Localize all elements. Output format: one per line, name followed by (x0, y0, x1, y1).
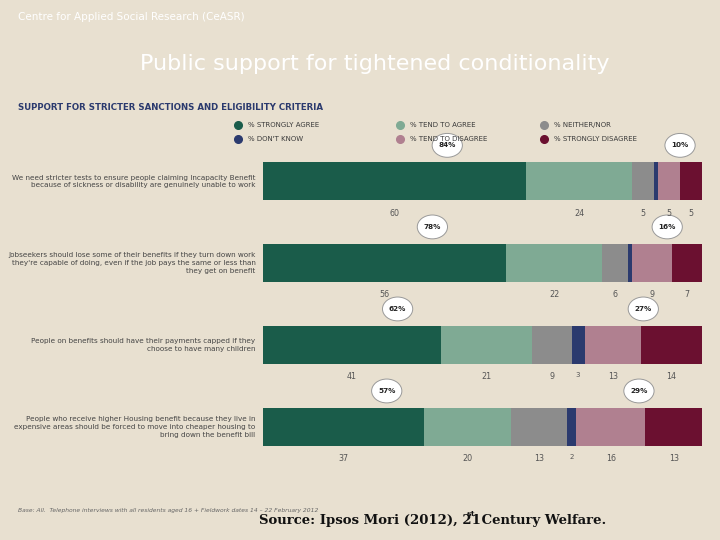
Text: 78%: 78% (423, 224, 441, 230)
Bar (441, 326, 532, 364)
Ellipse shape (372, 379, 402, 403)
Bar (658, 163, 680, 200)
Text: % TEND TO AGREE: % TEND TO AGREE (410, 123, 476, 129)
Text: We need stricter tests to ensure people claiming Incapacity Benefit
because of s: We need stricter tests to ensure people … (12, 174, 256, 188)
Text: 37: 37 (338, 454, 348, 463)
Text: 24: 24 (574, 208, 584, 218)
Text: 14: 14 (667, 372, 677, 381)
Text: 6: 6 (613, 290, 618, 299)
Text: 16%: 16% (659, 224, 676, 230)
Bar (602, 244, 628, 282)
Text: 22: 22 (549, 290, 559, 299)
Text: 27%: 27% (634, 306, 652, 312)
Bar (641, 326, 702, 364)
Bar (510, 408, 567, 446)
Text: % NEITHER/NOR: % NEITHER/NOR (554, 123, 611, 129)
Text: 56: 56 (379, 290, 390, 299)
Bar (506, 244, 602, 282)
Text: 84%: 84% (438, 143, 456, 148)
Bar (680, 163, 702, 200)
Text: 9: 9 (549, 372, 554, 381)
Text: 21: 21 (482, 372, 492, 381)
Text: Jobseekers should lose some of their benefits if they turn down work
they're cap: Jobseekers should lose some of their ben… (8, 252, 256, 274)
Ellipse shape (382, 297, 413, 321)
Ellipse shape (665, 133, 696, 157)
Bar (632, 244, 672, 282)
Text: 7: 7 (684, 290, 689, 299)
Ellipse shape (418, 215, 448, 239)
Bar (526, 163, 631, 200)
Text: 13: 13 (534, 454, 544, 463)
Bar (263, 408, 423, 446)
Text: 20: 20 (462, 454, 472, 463)
Text: 5: 5 (640, 208, 645, 218)
Text: Base: All.  Telephone interviews with all residents aged 16 + Fieldwork dates 14: Base: All. Telephone interviews with all… (18, 508, 318, 512)
Text: 41: 41 (347, 372, 357, 381)
Ellipse shape (624, 379, 654, 403)
Bar (263, 326, 441, 364)
Bar (263, 163, 526, 200)
Text: 10%: 10% (672, 143, 688, 148)
Text: 5: 5 (688, 208, 693, 218)
Bar (585, 326, 641, 364)
Text: % STRONGLY AGREE: % STRONGLY AGREE (248, 123, 320, 129)
Bar (572, 326, 585, 364)
Text: st: st (467, 510, 475, 518)
Text: 29%: 29% (630, 388, 647, 394)
Text: Centre for Applied Social Research (CeASR): Centre for Applied Social Research (CeAS… (18, 11, 245, 22)
Bar (263, 244, 506, 282)
Text: Source: Ipsos Mori (2012), 21: Source: Ipsos Mori (2012), 21 (259, 514, 481, 526)
Text: Century Welfare.: Century Welfare. (477, 514, 607, 526)
Text: People who receive higher Housing benefit because they live in
expensive areas s: People who receive higher Housing benefi… (14, 416, 256, 438)
Text: % DON'T KNOW: % DON'T KNOW (248, 136, 304, 142)
Text: % STRONGLY DISAGREE: % STRONGLY DISAGREE (554, 136, 637, 142)
Text: 9: 9 (649, 290, 654, 299)
Bar (672, 244, 702, 282)
Ellipse shape (652, 215, 683, 239)
Text: 3: 3 (576, 372, 580, 378)
Text: 13: 13 (608, 372, 618, 381)
Text: 60: 60 (390, 208, 400, 218)
Bar (532, 326, 572, 364)
Bar (628, 244, 632, 282)
Bar (631, 163, 654, 200)
Bar (576, 408, 645, 446)
Text: 16: 16 (606, 454, 616, 463)
Text: % TEND TO DISAGREE: % TEND TO DISAGREE (410, 136, 487, 142)
Text: SUPPORT FOR STRICTER SANCTIONS AND ELIGIBILITY CRITERIA: SUPPORT FOR STRICTER SANCTIONS AND ELIGI… (18, 103, 323, 112)
Text: Public support for tightened conditionality: Public support for tightened conditional… (140, 54, 609, 75)
Text: 57%: 57% (378, 388, 395, 394)
Ellipse shape (628, 297, 658, 321)
Bar (423, 408, 510, 446)
Text: 62%: 62% (389, 306, 406, 312)
Ellipse shape (432, 133, 462, 157)
Text: People on benefits should have their payments capped if they
choose to have many: People on benefits should have their pay… (32, 338, 256, 352)
Text: 13: 13 (669, 454, 679, 463)
Text: 2: 2 (570, 454, 574, 460)
Text: 5: 5 (667, 208, 672, 218)
Bar (654, 163, 658, 200)
Bar (567, 408, 576, 446)
Bar (645, 408, 702, 446)
